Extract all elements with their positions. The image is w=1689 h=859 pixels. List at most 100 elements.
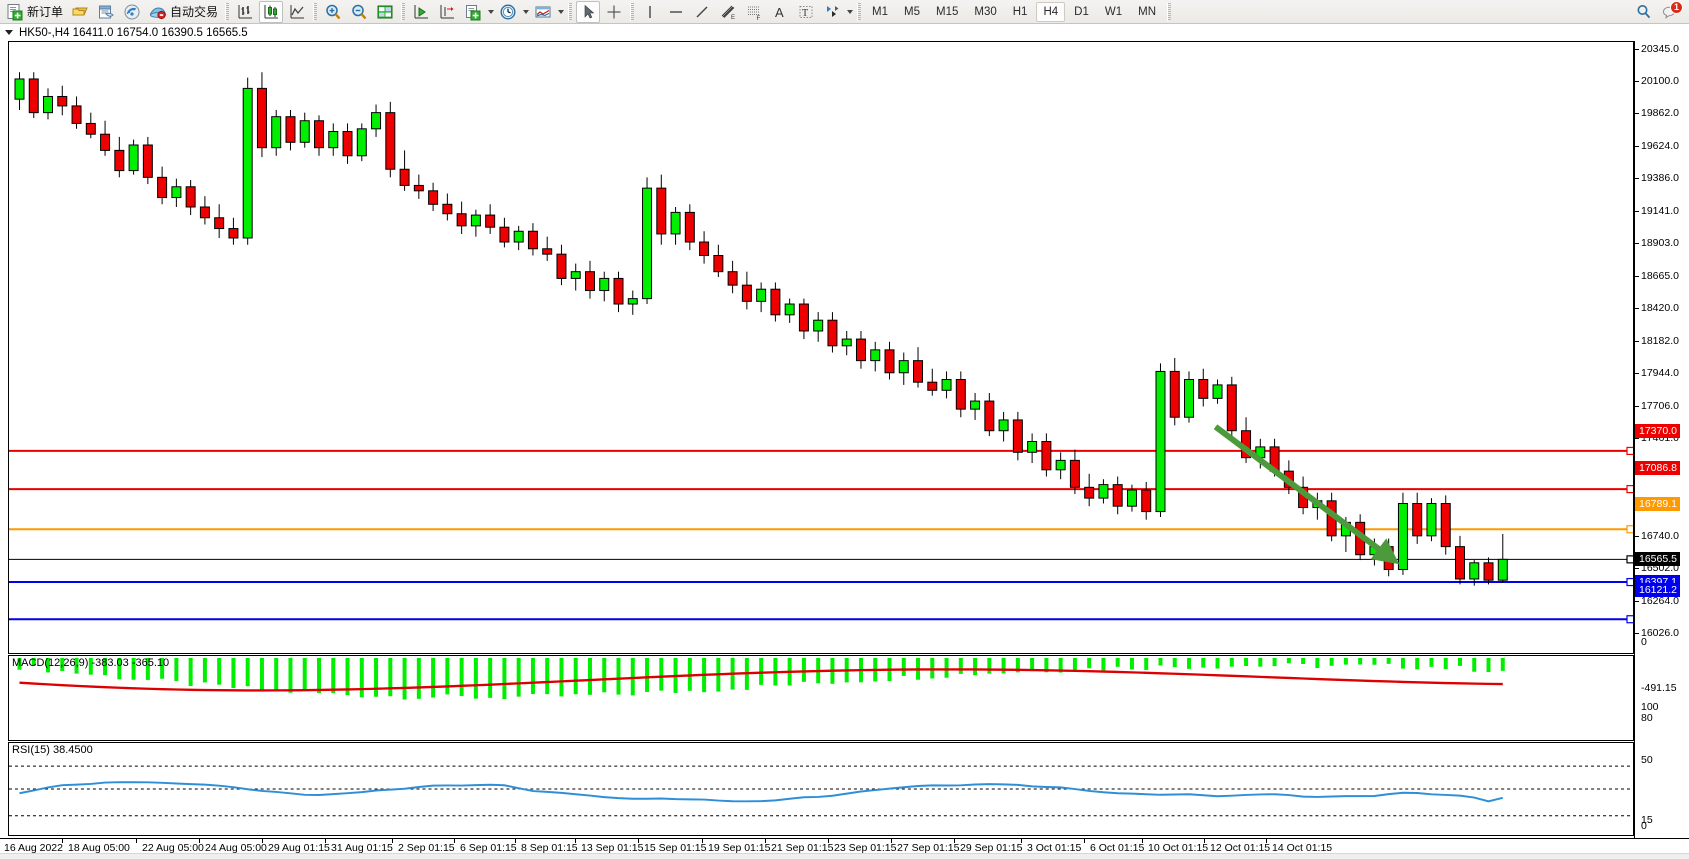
tick-dash-icon <box>1635 210 1639 212</box>
period-dropdown-caret[interactable] <box>521 1 530 23</box>
time-tick-mark <box>454 839 455 843</box>
zoom-out-icon <box>352 4 367 19</box>
time-tick-mark <box>1021 839 1022 843</box>
folder-button[interactable] <box>68 1 92 23</box>
chart-shift-icon <box>440 4 455 18</box>
bar-chart-button[interactable] <box>233 1 257 23</box>
timeframe-button-mn[interactable]: MN <box>1138 5 1156 18</box>
time-axis-label: 2 Sep 01:15 <box>398 842 455 854</box>
signals-button[interactable] <box>120 1 144 23</box>
auto-scroll-button[interactable] <box>409 1 433 23</box>
tick-dash-icon <box>1635 275 1639 277</box>
time-axis-label: 27 Sep 01:15 <box>897 842 960 854</box>
equidistant-channel-button[interactable]: E <box>716 1 740 23</box>
price-tick: 19624.0 <box>1635 140 1679 152</box>
horizontal-line-button[interactable] <box>664 1 688 23</box>
chart-shift-button[interactable] <box>435 1 459 23</box>
price-tick: 18903.0 <box>1635 237 1679 249</box>
price-tick: 20345.0 <box>1635 43 1679 55</box>
fibonacci-button[interactable]: F <box>742 1 766 23</box>
indicators-button[interactable] <box>461 1 485 23</box>
macd-pane[interactable]: MACD(12,26,9) -383.03 -365.10 <box>8 655 1634 741</box>
price-tick-value: 18665.0 <box>1641 270 1679 282</box>
tick-dash-icon <box>1635 632 1639 634</box>
time-axis-label: 10 Oct 01:15 <box>1148 842 1209 854</box>
chart-symbol-ohlc-text: HK50-,H4 16411.0 16754.0 16390.5 16565.5 <box>19 26 248 39</box>
auto-trading-label: 自动交易 <box>170 5 219 19</box>
new-order-button[interactable]: 新订单 <box>3 1 66 23</box>
price-axis[interactable]: 20345.0 20100.0 19862.0 19624.0 19386.0 19141… <box>1634 41 1689 838</box>
auto-trading-button[interactable]: 自动交易 <box>146 1 221 23</box>
price-tick-value: 16740.0 <box>1641 530 1679 542</box>
price-tick: 16264.0 <box>1635 595 1679 607</box>
text-a-icon: A <box>775 5 784 20</box>
timeframe-group: M1 M5 M15 M30 H1 H4 D1 W1 MN <box>864 1 1164 22</box>
candlestick-chart-button[interactable] <box>259 0 284 23</box>
timeframe-button-m1[interactable]: M1 <box>872 5 889 18</box>
cursor-button[interactable] <box>576 0 601 23</box>
trendline-button[interactable] <box>690 1 714 23</box>
rsi-pane[interactable]: RSI(15) 38.4500 <box>8 742 1634 836</box>
price-tick: 19141.0 <box>1635 205 1679 217</box>
time-tick-mark <box>392 839 393 843</box>
timeframe-button-d1[interactable]: D1 <box>1074 5 1089 18</box>
search-icon <box>1637 4 1651 18</box>
price-pane[interactable] <box>8 41 1634 654</box>
shapes-button[interactable] <box>820 1 844 23</box>
time-tick-mark <box>199 839 200 843</box>
time-tick-mark <box>1084 839 1085 843</box>
equidistant-channel-icon: E <box>721 5 735 21</box>
notification-badge: 1 <box>1670 0 1683 14</box>
tile-windows-button[interactable] <box>373 1 397 23</box>
tick-dash-icon <box>1635 372 1639 374</box>
period-button[interactable] <box>496 1 520 23</box>
current-price-label[interactable]: 16565.5 <box>1635 552 1680 566</box>
timeframe-button-h4[interactable]: H4 <box>1036 1 1066 22</box>
toolbar-separator <box>225 2 230 21</box>
timeframe-button-m30[interactable]: M30 <box>974 5 997 18</box>
line-chart-icon <box>290 4 305 18</box>
text-label-icon: T <box>799 5 813 19</box>
time-axis-label: 31 Aug 01:15 <box>331 842 393 854</box>
tick-dash-icon <box>1635 567 1639 569</box>
auto-trading-icon <box>149 6 167 19</box>
timeframe-button-m5[interactable]: M5 <box>904 5 920 18</box>
bar-chart-icon <box>238 4 253 18</box>
text-button[interactable]: A <box>768 1 792 23</box>
support-level-2-label[interactable]: 16121.2 <box>1635 583 1680 597</box>
resistance-level-1-label[interactable]: 17370.0 <box>1635 424 1680 438</box>
tick-dash-icon <box>1635 112 1639 114</box>
notifications-button[interactable]: 1 <box>1658 0 1683 23</box>
line-chart-button[interactable] <box>285 1 309 23</box>
timeframe-button-w1[interactable]: W1 <box>1104 5 1123 18</box>
crosshair-icon <box>607 5 621 18</box>
pivot-level-label[interactable]: 16789.1 <box>1635 497 1680 511</box>
timeframe-button-h1[interactable]: H1 <box>1012 5 1028 18</box>
time-tick-mark <box>765 839 766 843</box>
toolbar-right-group: 1 <box>1631 0 1689 23</box>
search-button[interactable] <box>1632 1 1656 23</box>
data-window-button[interactable] <box>94 1 118 23</box>
shapes-dropdown-caret[interactable] <box>845 1 854 23</box>
price-tick: 18420.0 <box>1635 302 1679 314</box>
timeframe-button-m15[interactable]: M15 <box>936 5 959 18</box>
svg-text:A: A <box>775 5 784 20</box>
templates-button[interactable] <box>531 1 555 23</box>
signals-icon <box>124 4 140 19</box>
rsi-axis-value: 15 <box>1641 814 1653 826</box>
zoom-in-button[interactable] <box>321 1 345 23</box>
rsi-axis-value: 100 <box>1641 701 1659 713</box>
toolbar-separator <box>857 2 862 21</box>
price-tick-value: 20100.0 <box>1641 75 1679 87</box>
text-label-button[interactable]: T <box>794 1 818 23</box>
crosshair-button[interactable] <box>602 1 626 23</box>
templates-dropdown-caret[interactable] <box>556 1 565 23</box>
chart-menu-caret-icon[interactable] <box>5 30 13 35</box>
time-axis-label: 23 Sep 01:15 <box>834 842 897 854</box>
zoom-out-button[interactable] <box>347 1 371 23</box>
indicators-dropdown-caret[interactable] <box>486 1 495 23</box>
resistance-level-2-label[interactable]: 17086.8 <box>1635 461 1680 475</box>
vertical-line-icon <box>649 5 651 18</box>
vertical-line-button[interactable] <box>638 1 662 23</box>
